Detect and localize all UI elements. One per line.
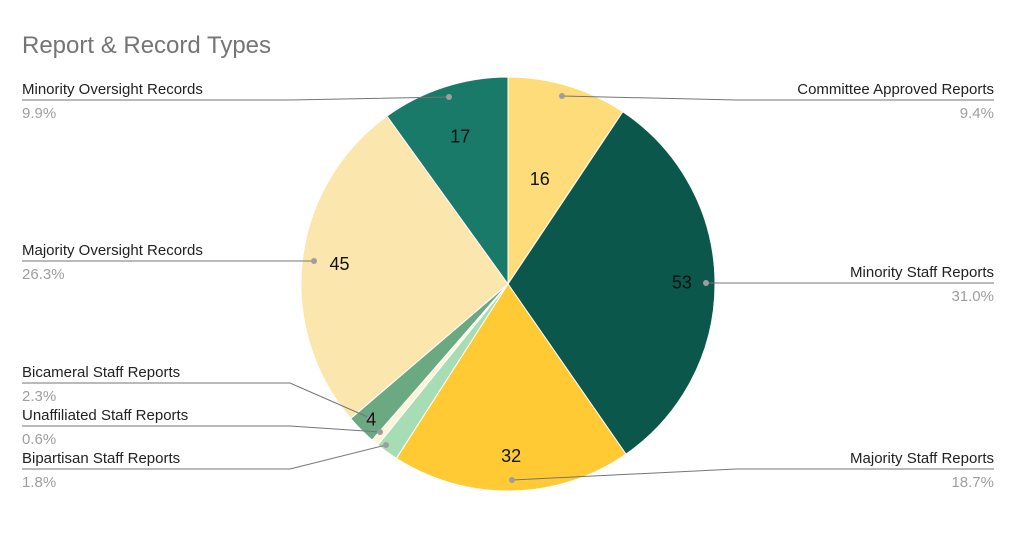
value-label-majority-staff-reports: 32 (501, 446, 521, 466)
slice-percent-unaffiliated-staff-reports: 0.6% (22, 431, 56, 448)
slice-name-unaffiliated-staff-reports: Unaffiliated Staff Reports (22, 407, 188, 424)
slice-labels: Committee Approved Reports 9.4% Minority S… (22, 81, 994, 491)
leader-line-unaffiliated-staff-reports (22, 425, 381, 433)
slice-percent-bicameral-staff-reports: 2.3% (22, 388, 56, 405)
slice-percent-majority-staff-reports: 18.7% (951, 474, 994, 491)
slice-percent-minority-oversight-records: 9.9% (22, 105, 56, 122)
leader-dot-majority-oversight-records (311, 258, 317, 264)
slice-name-majority-staff-reports: Majority Staff Reports (850, 450, 994, 467)
leader-line-bicameral-staff-reports (22, 382, 371, 419)
slice-name-committee-approved-reports: Committee Approved Reports (797, 81, 994, 98)
leader-line-committee-approved-reports (561, 95, 994, 101)
leader-dot-minority-oversight-records (446, 94, 452, 100)
pie-slice-minority-staff-reports (507, 111, 716, 455)
value-label-bicameral-staff-reports: 4 (366, 410, 376, 430)
slice-name-majority-oversight-records: Majority Oversight Records (22, 242, 203, 259)
pie-slice-committee-approved-reports (507, 76, 624, 286)
leader-dot-majority-staff-reports (509, 477, 515, 483)
pie-slice-majority-oversight-records (300, 115, 509, 420)
slice-percent-majority-oversight-records: 26.3% (22, 266, 65, 283)
pie-slice-majority-staff-reports (395, 283, 627, 492)
leader-dot-bicameral-staff-reports (367, 415, 373, 421)
slice-name-minority-oversight-records: Minority Oversight Records (22, 81, 203, 98)
pie-slices (300, 76, 716, 492)
value-label-committee-approved-reports: 16 (530, 169, 550, 189)
slice-percent-bipartisan-staff-reports: 1.8% (22, 474, 56, 491)
leader-dot-minority-staff-reports (703, 280, 709, 286)
leader-dot-unaffiliated-staff-reports (377, 429, 383, 435)
leader-line-majority-staff-reports (511, 468, 994, 481)
slice-percent-minority-staff-reports: 31.0% (951, 288, 994, 305)
pie-slice-minority-oversight-records (386, 76, 509, 286)
value-labels: 16 53 32 4 45 17 (329, 126, 692, 466)
value-label-majority-oversight-records: 45 (329, 254, 349, 274)
slice-name-bipartisan-staff-reports: Bipartisan Staff Reports (22, 450, 180, 467)
slice-percent-committee-approved-reports: 9.4% (960, 105, 994, 122)
slice-name-bicameral-staff-reports: Bicameral Staff Reports (22, 364, 180, 381)
leader-line-minority-oversight-records (22, 96, 450, 101)
value-label-minority-staff-reports: 53 (672, 272, 692, 292)
chart-title: Report & Record Types (22, 32, 271, 59)
leader-dot-bipartisan-staff-reports (383, 442, 389, 448)
value-label-minority-oversight-records: 17 (450, 126, 470, 146)
slice-name-minority-staff-reports: Minority Staff Reports (850, 264, 994, 281)
leader-dot-committee-approved-reports (559, 93, 565, 99)
leader-line-bipartisan-staff-reports (22, 444, 387, 470)
leader-lines (22, 93, 994, 483)
